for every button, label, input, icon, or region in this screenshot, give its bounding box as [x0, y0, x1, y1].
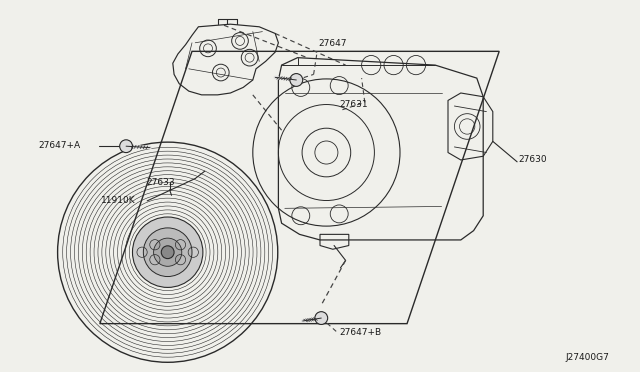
- Text: J27400G7: J27400G7: [565, 353, 609, 362]
- Text: 27647: 27647: [319, 39, 348, 48]
- Circle shape: [143, 228, 192, 276]
- Circle shape: [161, 246, 174, 259]
- Text: 27633: 27633: [146, 178, 175, 187]
- Circle shape: [132, 217, 203, 288]
- Circle shape: [154, 238, 182, 266]
- Circle shape: [120, 140, 132, 153]
- Circle shape: [290, 74, 303, 86]
- Text: 27647+B: 27647+B: [339, 328, 381, 337]
- Text: 27630: 27630: [518, 155, 547, 164]
- Circle shape: [315, 312, 328, 324]
- Text: 11910K: 11910K: [101, 196, 136, 205]
- Text: 27631: 27631: [339, 100, 368, 109]
- Text: 27647+A: 27647+A: [38, 141, 81, 150]
